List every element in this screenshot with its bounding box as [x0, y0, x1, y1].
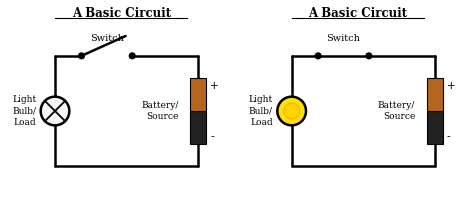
Text: Battery/
Source: Battery/ Source — [378, 101, 415, 121]
Text: Light
Bulb/
Load: Light Bulb/ Load — [12, 95, 36, 127]
Bar — [191, 111, 206, 144]
Text: Battery/
Source: Battery/ Source — [141, 101, 179, 121]
Circle shape — [41, 97, 69, 125]
Circle shape — [129, 53, 135, 59]
Circle shape — [315, 53, 321, 59]
Circle shape — [79, 53, 84, 59]
Text: +: + — [210, 81, 219, 91]
Circle shape — [284, 103, 300, 119]
Text: -: - — [447, 131, 451, 141]
Circle shape — [277, 97, 306, 125]
Text: +: + — [447, 81, 456, 91]
Text: Switch: Switch — [90, 34, 124, 43]
Circle shape — [366, 53, 372, 59]
Text: -: - — [210, 131, 214, 141]
Text: A Basic Circuit: A Basic Circuit — [308, 7, 408, 20]
Text: Light
Bulb/
Load: Light Bulb/ Load — [249, 95, 273, 127]
Bar — [427, 78, 443, 111]
Bar — [191, 78, 206, 111]
Text: A Basic Circuit: A Basic Circuit — [72, 7, 171, 20]
Text: Switch: Switch — [327, 34, 360, 43]
Bar — [427, 111, 443, 144]
